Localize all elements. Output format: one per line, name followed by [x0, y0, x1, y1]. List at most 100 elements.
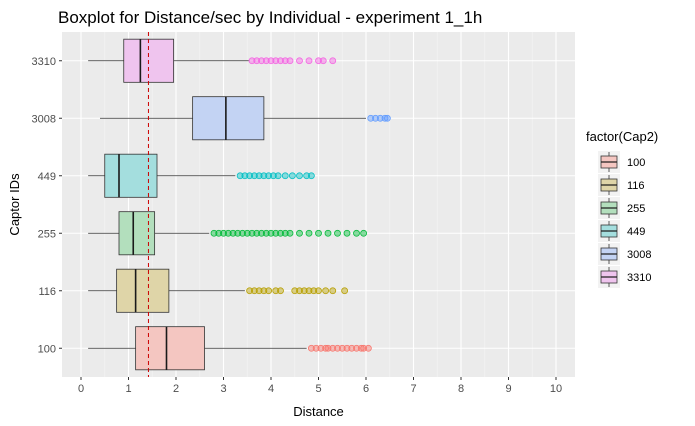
legend-label: 3310 — [627, 272, 651, 284]
outlier-point — [265, 287, 273, 295]
outlier-point — [343, 229, 351, 237]
outlier-point — [229, 229, 237, 237]
outlier-point — [272, 287, 280, 295]
y-tick-label: 3310 — [32, 56, 56, 68]
x-tick-label: 4 — [268, 383, 274, 395]
box-3008 — [100, 96, 391, 141]
outlier-point — [305, 57, 313, 65]
y-tick-label: 449 — [38, 171, 56, 183]
outlier-point — [360, 229, 368, 237]
y-axis-title: Captor IDs — [7, 173, 22, 236]
y-axis-ticks: 100 116 255 449 3008 3310 — [32, 56, 62, 355]
y-tick-label: 255 — [38, 228, 56, 240]
x-axis-title: Distance — [293, 404, 344, 419]
outlier-point — [224, 229, 232, 237]
outlier-point — [281, 57, 289, 65]
y-tick-label: 116 — [38, 286, 56, 298]
x-tick-label: 6 — [363, 383, 369, 395]
outlier-point — [360, 344, 368, 352]
outlier-point — [274, 172, 282, 180]
legend-label: 255 — [627, 203, 645, 215]
x-axis-ticks: 0 1 2 3 4 5 6 7 8 9 10 — [78, 377, 562, 395]
x-tick-label: 0 — [78, 383, 84, 395]
outlier-point — [250, 287, 258, 295]
outlier-point — [243, 229, 251, 237]
outlier-point — [353, 229, 360, 237]
outlier-point — [248, 57, 256, 65]
outlier-point — [246, 287, 254, 295]
outlier-point — [324, 344, 332, 352]
outlier-point — [269, 172, 277, 180]
box-iqr — [116, 268, 170, 313]
outlier-point — [267, 229, 275, 237]
outlier-point — [338, 344, 346, 352]
outlier-point — [329, 57, 337, 65]
outlier-point — [300, 287, 308, 295]
outlier-point — [262, 229, 270, 237]
legend-title: factor(Cap2) — [586, 129, 658, 144]
legend-label: 100 — [627, 157, 645, 169]
legend-label: 116 — [627, 180, 645, 192]
chart-title: Boxplot for Distance/sec by Individual -… — [58, 8, 482, 27]
x-tick-label: 3 — [220, 383, 226, 395]
outlier-point — [272, 57, 280, 65]
outlier-point — [315, 287, 322, 295]
outlier-point — [288, 172, 296, 180]
legend-item-3310: 3310 — [598, 266, 651, 288]
outlier-point — [312, 344, 320, 352]
box-iqr — [104, 153, 158, 198]
legend-item-3008: 3008 — [598, 243, 651, 265]
outlier-point — [286, 229, 294, 237]
outlier-point — [253, 229, 261, 237]
outlier-point — [253, 57, 261, 65]
outlier-point — [315, 229, 322, 237]
legend-item-449: 449 — [598, 220, 645, 242]
outlier-point — [260, 287, 268, 295]
outlier-point — [272, 229, 280, 237]
outlier-point — [310, 287, 318, 295]
outlier-point — [367, 114, 375, 122]
outlier-point — [277, 287, 284, 295]
outlier-point — [215, 229, 223, 237]
outlier-point — [305, 229, 313, 237]
outlier-point — [315, 57, 322, 65]
outlier-point — [381, 114, 389, 122]
outlier-point — [329, 287, 337, 295]
legend-item-100: 100 — [598, 151, 645, 173]
legend: factor(Cap2) 100 116 255 449 3008 3310 — [586, 129, 658, 288]
outlier-point — [239, 229, 246, 237]
outlier-point — [348, 344, 356, 352]
outlier-point — [319, 57, 327, 65]
outlier-point — [241, 172, 249, 180]
outlier-point — [376, 114, 384, 122]
outlier-point — [334, 344, 341, 352]
grid-minor — [104, 32, 533, 377]
x-tick-label: 2 — [173, 383, 179, 395]
outlier-point — [296, 287, 303, 295]
outlier-point — [281, 172, 289, 180]
outlier-point — [258, 229, 265, 237]
legend-item-255: 255 — [598, 197, 645, 219]
legend-label: 449 — [627, 226, 645, 238]
outlier-point — [265, 172, 273, 180]
outlier-point — [281, 229, 289, 237]
y-tick-label: 3008 — [32, 113, 56, 125]
box-iqr — [192, 96, 265, 141]
outlier-point — [286, 57, 294, 65]
outlier-point — [255, 287, 263, 295]
outlier-point — [277, 229, 284, 237]
outlier-point — [296, 57, 303, 65]
x-tick-label: 10 — [550, 383, 562, 395]
outlier-point — [262, 57, 270, 65]
outlier-point — [364, 344, 372, 352]
outlier-point — [220, 229, 227, 237]
outlier-point — [372, 114, 379, 122]
box-100 — [88, 326, 372, 371]
outlier-point — [307, 172, 315, 180]
outlier-point — [322, 344, 330, 352]
y-tick-label: 100 — [38, 343, 56, 355]
outlier-point — [246, 172, 254, 180]
outlier-point — [260, 172, 268, 180]
outlier-point — [324, 229, 332, 237]
outlier-point — [303, 172, 311, 180]
